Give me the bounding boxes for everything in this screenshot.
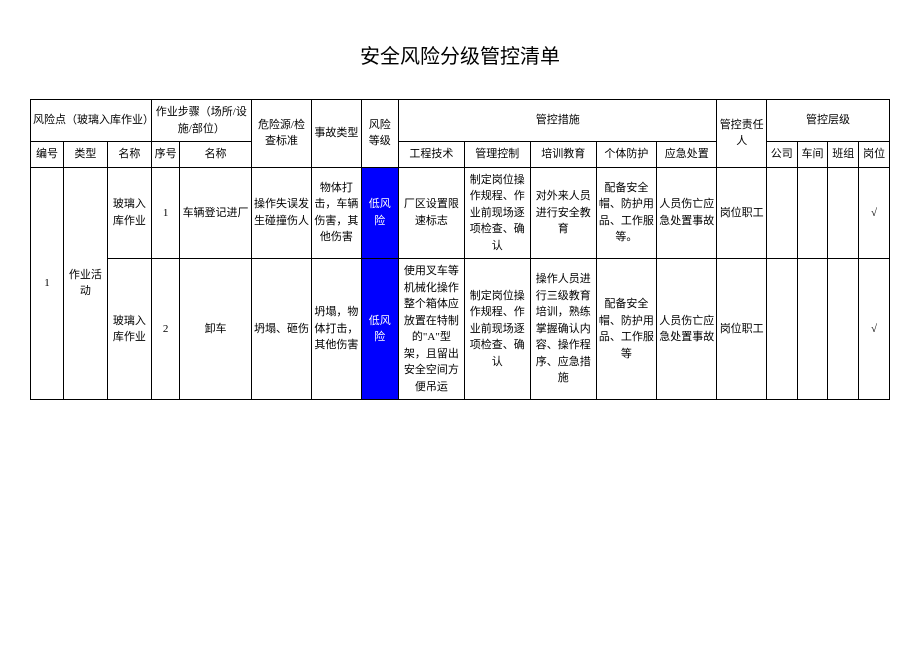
cell-accident: 坍塌，物体打击，其他伤害 [312, 259, 361, 400]
cell-team [828, 167, 859, 259]
page-title: 安全风险分级管控清单 [30, 40, 890, 69]
header-post: 岗位 [859, 142, 890, 168]
cell-ppe: 配备安全帽、防护用品、工作服等 [596, 259, 656, 400]
header-type: 类型 [63, 142, 107, 168]
header-mgmt: 管理控制 [464, 142, 530, 168]
cell-workshop [797, 259, 828, 400]
cell-company [766, 259, 797, 400]
header-risk-level: 风险等级 [361, 100, 398, 168]
cell-hazard: 坍塌、砸伤 [251, 259, 311, 400]
cell-hazard: 操作失误发生碰撞伤人 [251, 167, 311, 259]
cell-step: 卸车 [180, 259, 251, 400]
cell-risk-type: 作业活动 [63, 167, 107, 400]
cell-risk-no: 1 [31, 167, 64, 400]
cell-risk-level: 低风险 [361, 259, 398, 400]
header-step-name: 名称 [180, 142, 251, 168]
cell-name: 玻璃入库作业 [107, 259, 151, 400]
header-work-step: 作业步骤（场所/设施/部位） [151, 100, 251, 142]
cell-company [766, 167, 797, 259]
cell-responsible: 岗位职工 [717, 259, 766, 400]
cell-name: 玻璃入库作业 [107, 167, 151, 259]
header-no: 编号 [31, 142, 64, 168]
header-team: 班组 [828, 142, 859, 168]
cell-mgmt: 制定岗位操作规程、作业前现场逐项检查、确认 [464, 167, 530, 259]
cell-emergency: 人员伤亡应急处置事故 [657, 167, 717, 259]
header-accident-type: 事故类型 [312, 100, 361, 168]
table-row: 1 作业活动 玻璃入库作业 1 车辆登记进厂 操作失误发生碰撞伤人 物体打击，车… [31, 167, 890, 259]
risk-table: 风险点（玻璃入库作业） 作业步骤（场所/设施/部位） 危险源/检查标准 事故类型… [30, 99, 890, 400]
header-risk-point: 风险点（玻璃入库作业） [31, 100, 152, 142]
cell-mgmt: 制定岗位操作规程、作业前现场逐项检查、确认 [464, 259, 530, 400]
header-hazard: 危险源/检查标准 [251, 100, 311, 168]
cell-step: 车辆登记进厂 [180, 167, 251, 259]
cell-responsible: 岗位职工 [717, 167, 766, 259]
cell-team [828, 259, 859, 400]
cell-eng: 厂区设置限速标志 [398, 167, 464, 259]
cell-post: √ [859, 259, 890, 400]
cell-accident: 物体打击，车辆伤害，其他伤害 [312, 167, 361, 259]
header-seq: 序号 [151, 142, 180, 168]
header-eng: 工程技术 [398, 142, 464, 168]
header-emergency: 应急处置 [657, 142, 717, 168]
cell-seq: 2 [151, 259, 180, 400]
header-responsible: 管控责任人 [717, 100, 766, 168]
header-ppe: 个体防护 [596, 142, 656, 168]
header-name: 名称 [107, 142, 151, 168]
header-company: 公司 [766, 142, 797, 168]
cell-ppe: 配备安全帽、防护用品、工作服等。 [596, 167, 656, 259]
cell-risk-level: 低风险 [361, 167, 398, 259]
cell-train: 对外来人员进行安全教育 [530, 167, 596, 259]
cell-train: 操作人员进行三级教育培训，熟练掌握确认内容、操作程序、应急措施 [530, 259, 596, 400]
header-train: 培训教育 [530, 142, 596, 168]
cell-post: √ [859, 167, 890, 259]
header-control-measures: 管控措施 [398, 100, 717, 142]
header-control-level: 管控层级 [766, 100, 889, 142]
cell-workshop [797, 167, 828, 259]
table-row: 玻璃入库作业 2 卸车 坍塌、砸伤 坍塌，物体打击，其他伤害 低风险 使用叉车等… [31, 259, 890, 400]
cell-seq: 1 [151, 167, 180, 259]
header-workshop: 车间 [797, 142, 828, 168]
cell-emergency: 人员伤亡应急处置事故 [657, 259, 717, 400]
cell-eng: 使用叉车等机械化操作整个箱体应放置在特制的"A"型架，且留出安全空间方便吊运 [398, 259, 464, 400]
